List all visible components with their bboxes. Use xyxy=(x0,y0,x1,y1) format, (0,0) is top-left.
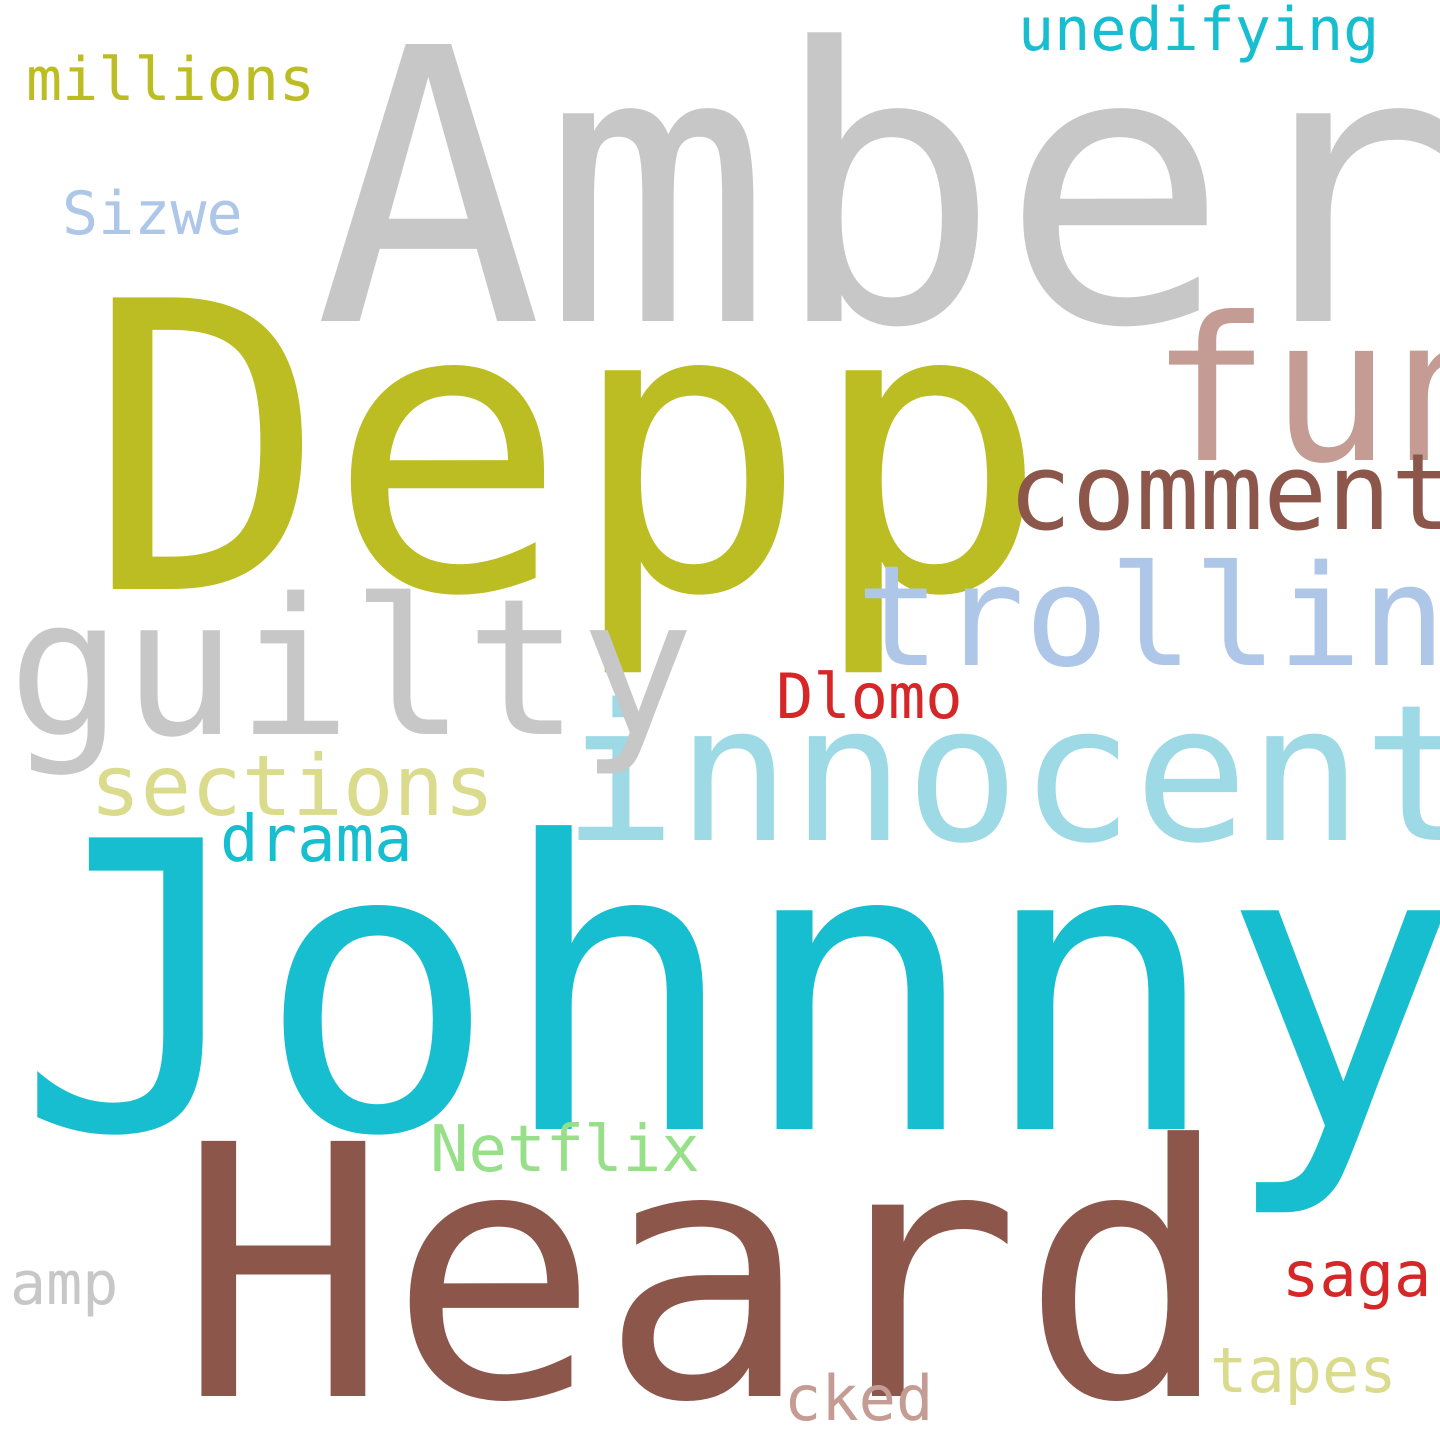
word-amp: amp xyxy=(10,1249,119,1319)
word-depp: Depp xyxy=(86,219,1050,684)
word-trolling: trolling xyxy=(856,536,1440,699)
word-comment: comment xyxy=(1008,431,1440,554)
word-sections: sections xyxy=(90,737,495,835)
word-unedifying: unedifying xyxy=(1018,0,1380,65)
word-netflix: Netflix xyxy=(430,1113,700,1187)
word-amber: Amber xyxy=(314,0,1440,411)
word-cked: cked xyxy=(784,1362,934,1435)
word-johnny: Johnny xyxy=(16,759,1440,1224)
word-saga: saga xyxy=(1282,1238,1432,1311)
word-millions: millions xyxy=(26,45,315,115)
word-heard: Heard xyxy=(178,1071,1232,1440)
word-fun: fun xyxy=(1150,275,1440,508)
word-guilty: guilty xyxy=(8,558,695,779)
word-drama: drama xyxy=(220,803,413,877)
word-tapes: tapes xyxy=(1210,1334,1397,1407)
word-innocent: innocent xyxy=(562,664,1440,885)
word-dlomo: Dlomo xyxy=(776,660,963,733)
word-sizwe: Sizwe xyxy=(62,179,243,249)
